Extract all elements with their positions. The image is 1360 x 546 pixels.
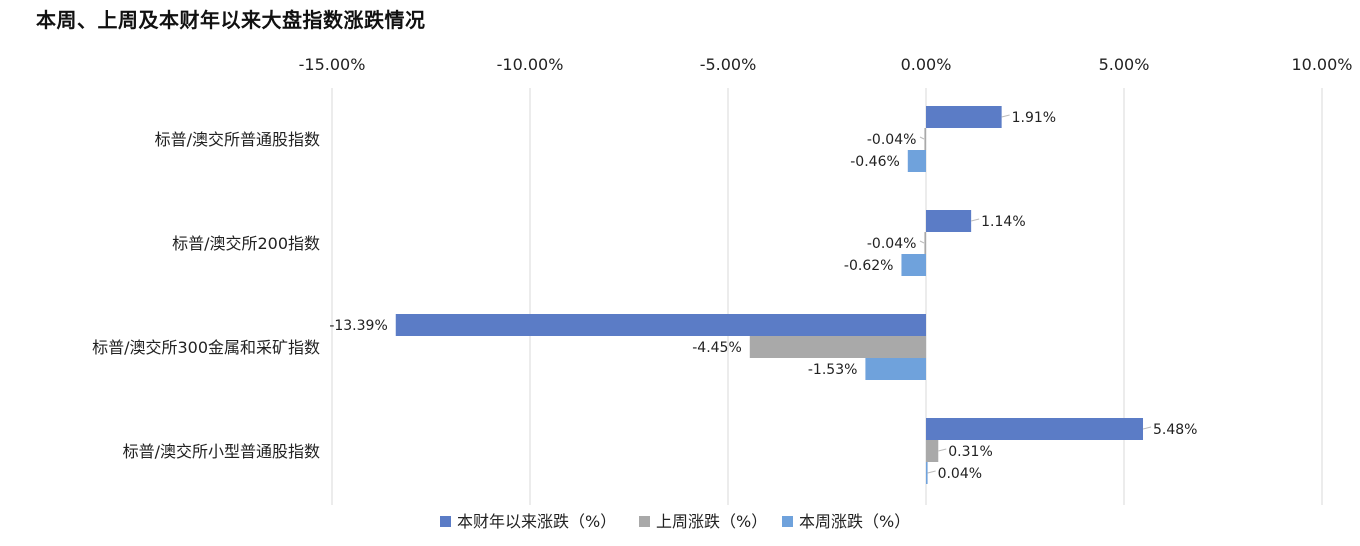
legend-swatch: [782, 516, 793, 527]
bar: [395, 314, 927, 336]
data-labels: 1.91% -0.04% -0.46% 1.14% -0.04% -0.62% -13.39…: [329, 110, 1197, 482]
bar: [926, 210, 972, 232]
legend: 本财年以来涨跌（%） 上周涨跌（%） 本周涨跌（%）: [440, 512, 910, 531]
legend-swatch: [440, 516, 451, 527]
data-label: 0.04%: [938, 466, 982, 482]
legend-label: 上周涨跌（%）: [656, 512, 767, 531]
data-label: -0.04%: [867, 132, 917, 148]
leader-line: [971, 218, 980, 222]
data-label: 1.14%: [981, 214, 1025, 230]
data-label: -0.62%: [844, 258, 894, 274]
bar: [865, 358, 926, 380]
category-label: 标普/澳交所300金属和采矿指数: [92, 338, 320, 357]
x-tick-label: -15.00%: [299, 55, 366, 74]
x-tick-label: -10.00%: [497, 55, 564, 74]
bar: [907, 150, 926, 172]
bar: [749, 336, 926, 358]
leader-line: [1001, 114, 1010, 118]
leader-line: [919, 136, 925, 140]
x-tick-label: 10.00%: [1291, 55, 1352, 74]
bars: [395, 106, 1144, 484]
data-label: 0.31%: [948, 444, 992, 460]
data-label: -13.39%: [329, 318, 387, 334]
data-label: -1.53%: [808, 362, 858, 378]
x-axis-ticks: -15.00% -10.00% -5.00% 0.00% 5.00% 10.00%: [299, 55, 1353, 74]
chart-title: 本周、上周及本财年以来大盘指数涨跌情况: [36, 8, 426, 32]
legend-swatch: [639, 516, 650, 527]
bar: [926, 440, 939, 462]
x-tick-label: 5.00%: [1099, 55, 1150, 74]
bar: [924, 128, 926, 150]
bar: [924, 232, 926, 254]
data-label: -0.46%: [850, 154, 900, 170]
data-label: 1.91%: [1012, 110, 1056, 126]
leader-line: [927, 470, 936, 474]
leader-line: [919, 240, 925, 244]
category-label: 标普/澳交所200指数: [172, 234, 320, 253]
bar: [926, 106, 1002, 128]
data-label: 5.48%: [1153, 422, 1197, 438]
bar: [901, 254, 926, 276]
x-tick-label: 0.00%: [901, 55, 952, 74]
bar: [926, 462, 928, 484]
data-label: -4.45%: [692, 340, 742, 356]
bar: [926, 418, 1144, 440]
x-tick-label: -5.00%: [700, 55, 757, 74]
category-label: 标普/澳交所普通股指数: [155, 130, 320, 149]
category-label: 标普/澳交所小型普通股指数: [123, 442, 320, 461]
leader-line: [938, 448, 947, 452]
gridlines: [331, 88, 1323, 505]
data-label: -0.04%: [867, 236, 917, 252]
legend-label: 本周涨跌（%）: [799, 512, 910, 531]
legend-label: 本财年以来涨跌（%）: [457, 512, 616, 531]
category-labels: 标普/澳交所普通股指数标普/澳交所200指数标普/澳交所300金属和采矿指数标普…: [92, 130, 320, 461]
leader-line: [1142, 426, 1152, 430]
